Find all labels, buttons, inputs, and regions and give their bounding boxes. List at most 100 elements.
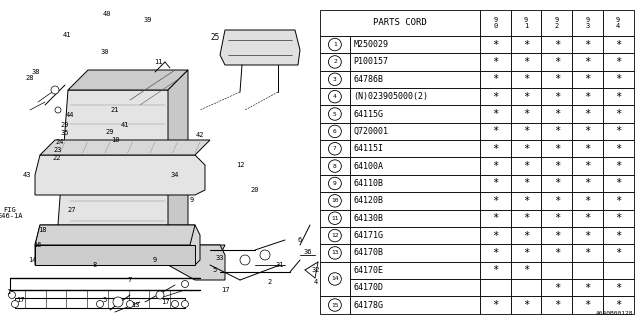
Text: *: * (584, 92, 591, 102)
Bar (511, 140, 541, 157)
Text: 41: 41 (63, 32, 71, 38)
Bar (480, 88, 511, 105)
Text: 12: 12 (331, 233, 339, 238)
Bar (511, 10, 541, 36)
Text: 64170E: 64170E (354, 266, 383, 275)
Text: *: * (523, 74, 529, 84)
Text: 29: 29 (61, 122, 69, 128)
Text: *: * (523, 144, 529, 154)
Bar (603, 123, 634, 140)
Text: *: * (615, 196, 621, 206)
Text: 13: 13 (331, 251, 339, 255)
Bar (603, 157, 634, 175)
Text: 11: 11 (154, 59, 163, 65)
Text: *: * (492, 144, 499, 154)
Text: *: * (615, 161, 621, 171)
Text: 43: 43 (23, 172, 31, 178)
Text: *: * (584, 57, 591, 67)
Text: FIG: FIG (4, 207, 17, 213)
Bar (350, 123, 480, 140)
Text: *: * (615, 231, 621, 241)
Text: *: * (584, 126, 591, 136)
Text: 64170D: 64170D (354, 283, 383, 292)
Bar (320, 71, 350, 88)
Bar (350, 244, 480, 262)
Circle shape (182, 281, 189, 287)
Bar (541, 123, 572, 140)
Bar (603, 296, 634, 314)
Bar (480, 227, 511, 244)
Bar (541, 53, 572, 71)
Text: 16: 16 (33, 242, 41, 248)
Text: *: * (492, 57, 499, 67)
Polygon shape (40, 140, 210, 155)
Text: *: * (615, 57, 621, 67)
Bar (541, 157, 572, 175)
Bar (350, 210, 480, 227)
Text: 3: 3 (333, 77, 337, 82)
Text: 31: 31 (276, 262, 284, 268)
Bar (320, 10, 480, 36)
Text: 1: 1 (6, 289, 10, 295)
Text: 8: 8 (333, 164, 337, 169)
Text: 9: 9 (153, 257, 157, 263)
Bar (480, 210, 511, 227)
Text: *: * (523, 92, 529, 102)
Text: 21: 21 (111, 107, 119, 113)
Text: 44: 44 (66, 112, 74, 118)
Text: *: * (615, 179, 621, 188)
Bar (541, 88, 572, 105)
Circle shape (260, 250, 270, 260)
Bar (350, 71, 480, 88)
Bar (572, 244, 603, 262)
Circle shape (55, 107, 61, 113)
Circle shape (172, 300, 179, 308)
Bar (320, 244, 350, 262)
Text: 30: 30 (100, 49, 109, 55)
Bar (480, 105, 511, 123)
Circle shape (182, 300, 189, 308)
Bar (511, 123, 541, 140)
Bar (320, 88, 350, 105)
Polygon shape (35, 225, 195, 245)
Bar (541, 296, 572, 314)
Text: 6: 6 (298, 237, 302, 243)
Bar (511, 244, 541, 262)
Bar (350, 36, 480, 53)
Bar (511, 71, 541, 88)
Text: *: * (554, 126, 560, 136)
Bar (572, 279, 603, 296)
Circle shape (328, 195, 341, 207)
Bar (572, 53, 603, 71)
Text: *: * (554, 179, 560, 188)
Bar (350, 157, 480, 175)
Bar (603, 175, 634, 192)
Text: *: * (492, 109, 499, 119)
Bar (350, 227, 480, 244)
Circle shape (328, 273, 341, 285)
Bar (603, 53, 634, 71)
Text: *: * (615, 74, 621, 84)
Text: 40: 40 (103, 11, 111, 17)
Text: 32: 32 (312, 267, 320, 273)
Bar (320, 210, 350, 227)
Bar (603, 227, 634, 244)
Text: 2: 2 (268, 279, 272, 285)
Text: 24: 24 (56, 139, 64, 145)
Text: E46-1A: E46-1A (0, 213, 23, 219)
Text: *: * (615, 109, 621, 119)
Text: 15: 15 (331, 302, 339, 308)
Circle shape (328, 212, 341, 224)
Text: *: * (523, 126, 529, 136)
Bar (603, 10, 634, 36)
Text: 38: 38 (32, 69, 40, 75)
Text: 5: 5 (333, 112, 337, 116)
Text: 36: 36 (304, 249, 312, 255)
Text: PARTS CORD: PARTS CORD (373, 18, 427, 27)
Bar (572, 227, 603, 244)
Text: 10: 10 (111, 137, 119, 143)
Bar (320, 157, 350, 175)
Bar (320, 105, 350, 123)
Text: 17: 17 (221, 287, 229, 293)
Text: 18: 18 (38, 227, 46, 233)
